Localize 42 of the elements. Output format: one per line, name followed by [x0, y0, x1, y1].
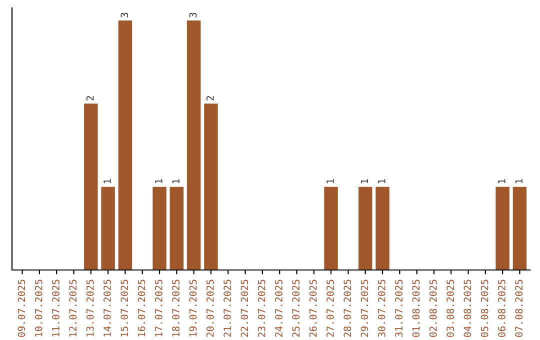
x-tick-label: 18.07.2025 [172, 280, 180, 336]
data-label: 1 [172, 179, 180, 184]
x-tick-label: 02.08.2025 [429, 280, 437, 337]
data-label: 2 [86, 96, 94, 100]
x-tick-label: 25.07.2025 [292, 280, 300, 337]
x-tick-label: 20.07.2025 [206, 280, 214, 337]
data-label: 1 [498, 179, 506, 184]
x-tick-label: 19.07.2025 [189, 280, 197, 336]
x-tick-label: 31.07.2025 [395, 280, 402, 337]
x-tick-label: 28.07.2025 [344, 280, 352, 337]
data-label: 1 [378, 179, 386, 184]
x-tick-label: 14.07.2025 [104, 280, 111, 336]
x-tick-label: 26.07.2025 [309, 280, 317, 337]
data-label: 1 [360, 179, 368, 184]
data-label: 1 [326, 179, 334, 184]
x-tick-label: 30.07.2025 [378, 280, 386, 337]
x-tick-label: 21.07.2025 [224, 280, 231, 337]
x-tick-label: 03.08.2025 [446, 280, 454, 337]
x-tick-label: 04.08.2025 [464, 280, 472, 337]
x-tick-label: 10.07.2025 [34, 280, 42, 336]
data-label: 1 [104, 179, 111, 184]
x-tick-label: 15.07.2025 [120, 280, 128, 336]
x-tick-label: 01.08.2025 [412, 280, 420, 337]
x-tick-label: 07.08.2025 [515, 280, 523, 337]
x-tick-label: 23.07.2025 [258, 280, 266, 337]
x-tick-label: 13.07.2025 [86, 280, 94, 336]
data-label: 1 [155, 179, 162, 184]
x-tick-label: 09.07.2025 [18, 280, 26, 337]
x-tick-label: 27.07.2025 [326, 280, 334, 337]
x-tick-label: 06.08.2025 [498, 280, 506, 337]
x-tick-label: 22.07.2025 [240, 280, 248, 337]
x-tick-label: 29.07.2025 [360, 280, 368, 337]
x-tick-label: 11.07.2025 [52, 280, 60, 336]
x-tick-label: 17.07.2025 [155, 280, 162, 336]
data-label: 1 [515, 179, 522, 184]
x-tick-label: 24.07.2025 [275, 280, 282, 337]
x-tick-label: 05.08.2025 [480, 280, 488, 337]
x-tick-label: 16.07.2025 [138, 280, 146, 336]
data-label: 3 [120, 12, 128, 18]
x-tick-label: 12.07.2025 [69, 280, 77, 336]
data-label: 3 [189, 12, 197, 18]
data-label: 2 [206, 96, 214, 100]
